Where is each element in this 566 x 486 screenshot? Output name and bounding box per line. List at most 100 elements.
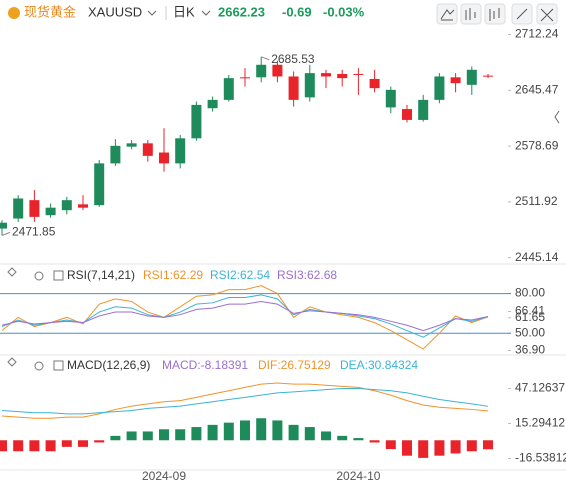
candle-body bbox=[126, 143, 137, 147]
candle-body bbox=[207, 99, 218, 109]
name: 现货黄金 bbox=[24, 4, 76, 19]
candle-body bbox=[369, 78, 380, 89]
histogram-bar bbox=[110, 435, 121, 441]
histogram-bar bbox=[159, 429, 169, 441]
annotation-leader bbox=[1, 231, 11, 236]
candle-body bbox=[418, 99, 429, 120]
legend-entry: RSI3:62.68 bbox=[277, 268, 337, 282]
candle-body bbox=[353, 73, 364, 75]
line bbox=[1, 388, 489, 415]
candle-body bbox=[450, 77, 461, 84]
candle-body bbox=[159, 152, 169, 164]
symbol[interactable]: XAUUSD bbox=[88, 4, 142, 19]
candle-body bbox=[45, 207, 56, 216]
candle-body bbox=[61, 200, 72, 211]
candle-body bbox=[483, 75, 493, 77]
histogram-bar bbox=[0, 440, 7, 452]
change-pct: -0.03% bbox=[323, 4, 365, 19]
tool-button[interactable] bbox=[536, 3, 558, 25]
histogram-bar bbox=[191, 427, 202, 441]
line bbox=[1, 285, 489, 350]
legend-entry: DIF:26.75129 bbox=[258, 358, 331, 372]
tool-button[interactable] bbox=[436, 3, 458, 25]
histogram-bar bbox=[450, 440, 461, 454]
candle-body bbox=[434, 76, 445, 100]
histogram-bar bbox=[402, 440, 412, 456]
histogram-bar bbox=[434, 440, 445, 456]
histogram-bar bbox=[61, 440, 72, 447]
histogram-bar bbox=[385, 440, 396, 450]
period[interactable]: 日K bbox=[173, 4, 195, 19]
candle-body bbox=[29, 200, 40, 217]
histogram-bar bbox=[13, 440, 24, 452]
indicator-icon[interactable] bbox=[53, 270, 64, 281]
tool-icons bbox=[440, 8, 554, 22]
histogram-bar bbox=[223, 422, 234, 441]
candle-body bbox=[0, 222, 7, 229]
y-tick-label: 36.90 bbox=[515, 343, 545, 357]
y-tick-label: 61.65 bbox=[515, 310, 545, 324]
histogram-bar bbox=[207, 424, 218, 441]
histogram-bar bbox=[304, 427, 315, 441]
hide-icon[interactable] bbox=[7, 267, 17, 277]
tool-button[interactable] bbox=[484, 3, 506, 25]
change: -0.69 bbox=[282, 4, 312, 19]
candle-body bbox=[304, 73, 315, 98]
price: 2662.23 bbox=[218, 4, 265, 19]
candle-body bbox=[402, 109, 412, 120]
candle-body bbox=[78, 204, 88, 208]
candle-body bbox=[466, 69, 477, 85]
indicator-icon[interactable] bbox=[53, 360, 64, 371]
settings-icon[interactable] bbox=[34, 361, 44, 371]
y-tick-label: -16.53812 bbox=[515, 451, 566, 465]
annotation: 2685.53 bbox=[271, 52, 315, 66]
candle-body bbox=[385, 89, 396, 108]
toolbar bbox=[436, 3, 558, 25]
annotation: 2471.85 bbox=[12, 225, 56, 239]
y-tick-label: 2712.24 bbox=[515, 27, 559, 41]
dropdown[interactable] bbox=[201, 10, 211, 16]
candle-body bbox=[13, 198, 24, 219]
line bbox=[1, 382, 489, 419]
histogram-bar bbox=[175, 429, 186, 441]
legend-entry: RSI1:62.29 bbox=[143, 268, 203, 282]
histogram-bar bbox=[418, 440, 429, 458]
rsi-icons bbox=[7, 267, 64, 371]
y-tick-label: 2578.69 bbox=[515, 138, 559, 152]
y-tick-label: 66.41 bbox=[515, 304, 545, 318]
legend-entry: MACD:-8.18391 bbox=[162, 358, 248, 372]
annotation-leader bbox=[261, 56, 270, 61]
y-tick-label: 15.29412 bbox=[515, 416, 565, 430]
indicator-title: MACD(12,26,9) bbox=[67, 358, 150, 372]
histogram-bar bbox=[321, 431, 331, 441]
candle-body bbox=[337, 73, 348, 79]
candle-body bbox=[223, 78, 234, 100]
candle-body bbox=[94, 163, 105, 206]
histogram-bar bbox=[337, 435, 348, 441]
candle-body bbox=[191, 104, 202, 139]
x-tick-label: 2024-09 bbox=[142, 469, 186, 483]
line bbox=[1, 300, 489, 332]
histogram-bar bbox=[353, 438, 364, 441]
candle-body bbox=[272, 64, 283, 77]
y-tick-label: 2445.14 bbox=[515, 250, 559, 264]
histogram-bar bbox=[272, 420, 283, 441]
hide-icon[interactable] bbox=[7, 357, 17, 367]
histogram-bar bbox=[29, 440, 40, 452]
candle-body bbox=[142, 143, 153, 156]
legend-entry: DEA:30.84324 bbox=[340, 358, 418, 372]
tool-button[interactable] bbox=[460, 3, 482, 25]
collapse-arrow[interactable] bbox=[554, 110, 560, 124]
dropdown[interactable] bbox=[147, 10, 157, 16]
y-tick-label: 2645.47 bbox=[515, 82, 559, 96]
candle-body bbox=[110, 145, 121, 164]
gold-icon bbox=[8, 7, 20, 19]
candle-body bbox=[256, 64, 267, 78]
settings-icon[interactable] bbox=[34, 271, 44, 281]
y-tick-label: 50.00 bbox=[515, 325, 545, 339]
indicator-title: RSI(7,14,21) bbox=[67, 268, 135, 282]
y-tick-label: 2511.92 bbox=[515, 194, 558, 208]
histogram-bar bbox=[288, 424, 299, 441]
